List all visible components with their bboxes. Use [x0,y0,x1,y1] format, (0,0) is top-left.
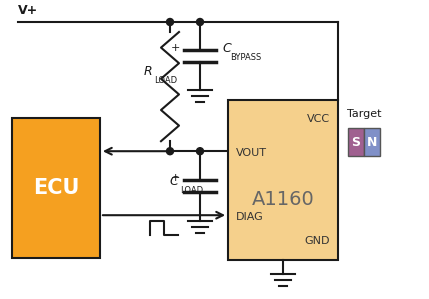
Text: S: S [351,135,360,149]
Text: +: + [171,43,180,53]
FancyBboxPatch shape [348,128,364,156]
Text: LOAD: LOAD [180,186,203,195]
Circle shape [196,148,203,155]
Text: VCC: VCC [307,114,330,124]
Text: LOAD: LOAD [154,76,177,85]
Circle shape [166,148,173,155]
Text: GND: GND [305,236,330,246]
FancyBboxPatch shape [12,118,100,258]
Text: C: C [169,175,178,188]
Text: BYPASS: BYPASS [230,54,261,62]
Text: DIAG: DIAG [236,212,264,222]
Text: R: R [143,65,152,78]
Text: ECU: ECU [33,178,79,198]
Text: +: + [171,173,180,183]
Text: VOUT: VOUT [236,148,267,158]
Text: A1160: A1160 [252,190,314,209]
Text: N: N [367,135,377,149]
Text: Target: Target [347,109,381,119]
FancyBboxPatch shape [228,100,338,260]
FancyBboxPatch shape [364,128,380,156]
Circle shape [196,19,203,25]
Circle shape [166,19,173,25]
Text: V+: V+ [18,4,38,17]
Text: C: C [222,42,231,54]
